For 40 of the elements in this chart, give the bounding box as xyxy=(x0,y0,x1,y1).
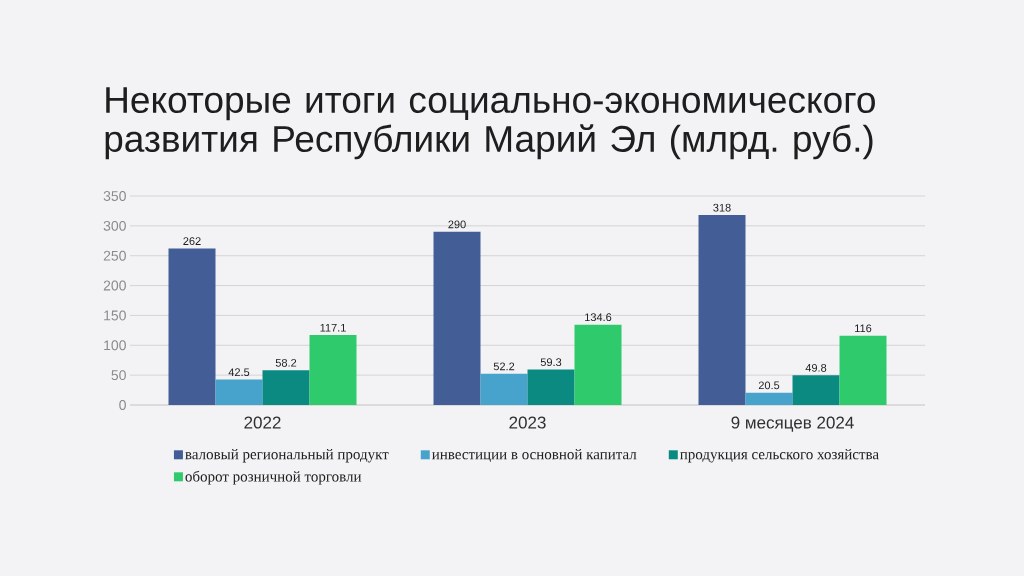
data-label: 42.5 xyxy=(228,368,250,377)
y-tick-label: 50 xyxy=(111,370,126,381)
y-tick-label: 250 xyxy=(103,250,126,261)
bar xyxy=(745,392,793,405)
bar xyxy=(168,248,216,405)
bar xyxy=(527,369,575,405)
y-tick-label: 0 xyxy=(119,400,126,410)
data-label: 49.8 xyxy=(805,363,827,372)
data-label: 117.1 xyxy=(320,323,346,332)
x-tick-label: 9 месяцев 2024 xyxy=(731,416,854,432)
data-label: 262 xyxy=(183,237,201,246)
data-label: 290 xyxy=(448,220,466,229)
bar xyxy=(839,335,887,405)
data-label: 59.3 xyxy=(540,358,562,367)
bar xyxy=(480,373,528,405)
bar xyxy=(262,370,310,405)
bar xyxy=(698,215,746,405)
chart-title: Некоторые итоги социально-экономического развития Республики Марий Эл (млрд. руб.) xyxy=(105,87,875,160)
data-label: 318 xyxy=(713,203,731,212)
y-tick-label: 200 xyxy=(103,280,126,291)
y-tick-label: 350 xyxy=(103,191,126,201)
data-label: 58.2 xyxy=(275,358,297,367)
x-tick-label: 2023 xyxy=(509,416,546,429)
y-tick-label: 100 xyxy=(104,340,126,351)
x-tick-label: 2022 xyxy=(244,416,281,429)
legend-label: оборот розничной торговли xyxy=(185,470,362,485)
bar xyxy=(574,324,622,405)
bar xyxy=(215,379,263,405)
data-label: 20.5 xyxy=(758,381,780,390)
y-tick-label: 150 xyxy=(104,310,126,321)
data-label: 52.2 xyxy=(493,362,515,371)
legend-label: валовый региональный продукт xyxy=(185,448,389,463)
data-label: 134.6 xyxy=(585,313,612,322)
data-label: 116 xyxy=(855,324,872,333)
y-tick-label: 300 xyxy=(103,220,126,231)
legend-label: продукция сельского хозяйства xyxy=(680,448,879,463)
bar xyxy=(792,375,840,405)
legend-label: инвестиции в основной капитал xyxy=(432,448,637,463)
bar xyxy=(433,231,481,405)
bar xyxy=(309,335,357,405)
